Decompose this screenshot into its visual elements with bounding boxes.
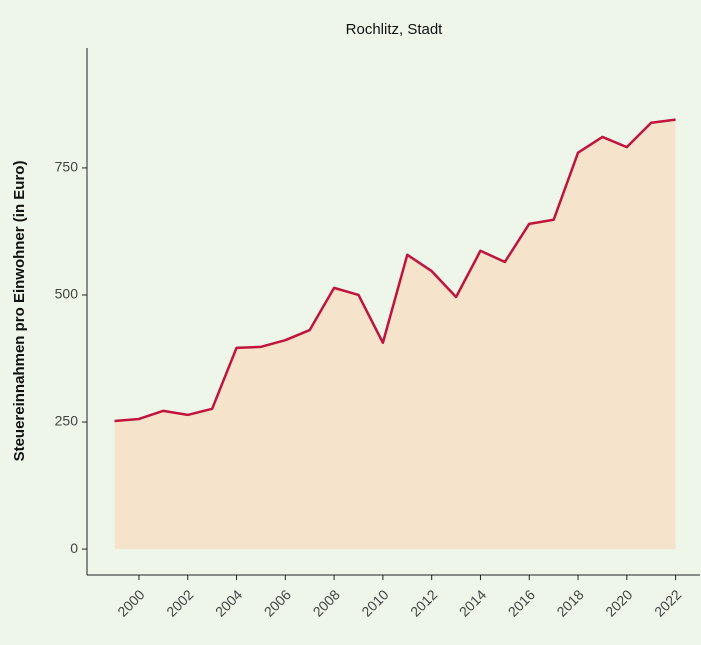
line	[114, 118, 676, 423]
chart-title: Rochlitz, Stadt	[346, 21, 444, 38]
y-tick-label: 500	[55, 286, 79, 302]
y-tick-label: 250	[55, 413, 79, 429]
y-axis-label: Steuereinnahmen pro Einwohner (in Euro)	[11, 161, 28, 462]
area	[114, 119, 676, 550]
y-tick-label: 0	[70, 540, 78, 556]
y-tick-label: 750	[55, 159, 79, 175]
